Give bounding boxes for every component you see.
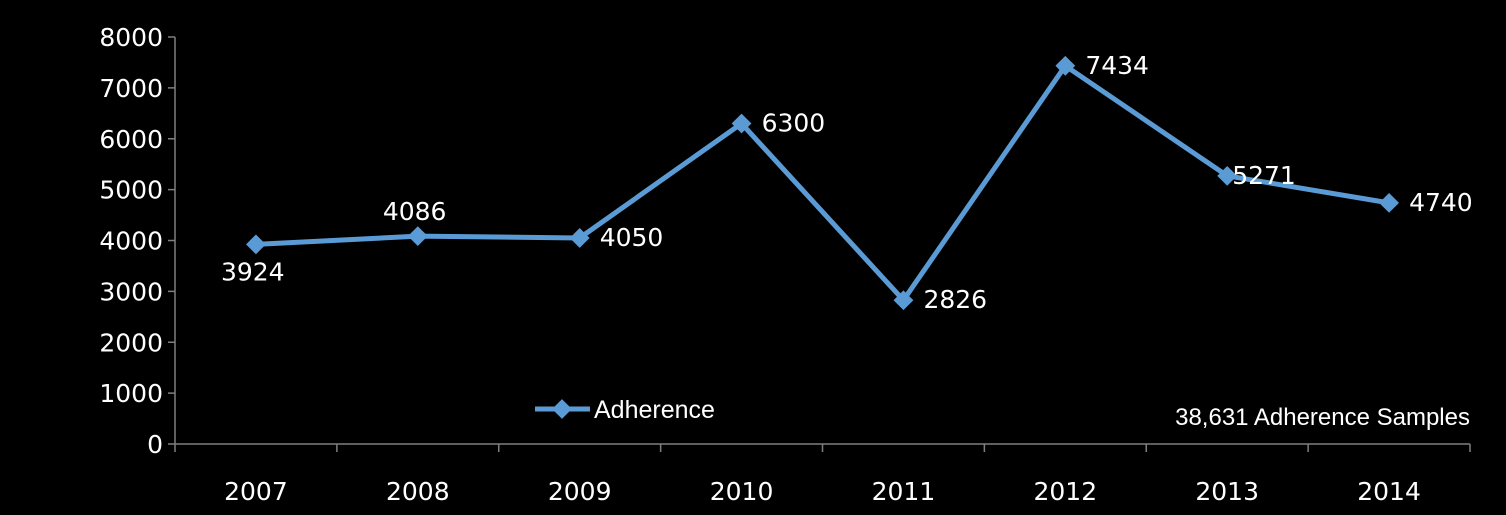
data-point-marker: [1379, 192, 1399, 213]
y-tick-label: 1000: [99, 379, 163, 408]
y-tick-label: 8000: [99, 23, 163, 52]
data-label: 7434: [1085, 51, 1149, 80]
y-tick-label: 6000: [99, 125, 163, 154]
x-tick-label: 2007: [224, 477, 288, 506]
data-point-marker: [246, 234, 266, 255]
x-tick-label: 2013: [1195, 477, 1259, 506]
y-tick-label: 5000: [99, 176, 163, 205]
x-tick-label: 2014: [1357, 477, 1421, 506]
y-tick-label: 2000: [99, 328, 163, 357]
data-label: 4050: [600, 223, 664, 252]
data-label: 4740: [1409, 188, 1473, 217]
data-point-marker: [1055, 55, 1076, 76]
data-label: 4086: [383, 197, 447, 226]
y-tick-label: 4000: [99, 227, 163, 256]
x-tick-label: 2012: [1034, 477, 1098, 506]
legend: Adherence: [535, 396, 715, 424]
legend-marker: [552, 399, 572, 419]
y-tick-label: 0: [147, 430, 163, 459]
data-label: 6300: [762, 108, 826, 137]
y-axis-ticks: 0 1000 2000 3000 4000 5000 6000 7000 8000: [99, 23, 175, 459]
y-tick-label: 7000: [99, 74, 163, 103]
legend-label: Adherence: [594, 396, 715, 424]
x-tick-label: 2009: [548, 477, 612, 506]
samples-annotation: 38,631 Adherence Samples: [1175, 404, 1470, 431]
x-axis-ticks: 2007 2008 2009 2010 2011 2012 2013 2014: [174, 444, 1471, 506]
y-tick-label: 3000: [99, 277, 163, 306]
data-label: 3924: [221, 257, 285, 286]
x-tick-label: 2010: [710, 477, 774, 506]
series-layer: [246, 55, 1399, 311]
data-point-marker: [407, 226, 428, 247]
data-label: 2826: [923, 285, 987, 314]
x-tick-label: 2011: [872, 477, 936, 506]
data-labels: 3924 4086 4050 6300 2826 7434 5271 4740: [221, 51, 1473, 314]
data-label: 5271: [1232, 161, 1296, 190]
data-point-marker: [1217, 165, 1238, 186]
data-point-marker: [893, 290, 914, 311]
series-line-adherence: [255, 63, 1390, 303]
x-tick-label: 2008: [386, 477, 450, 506]
